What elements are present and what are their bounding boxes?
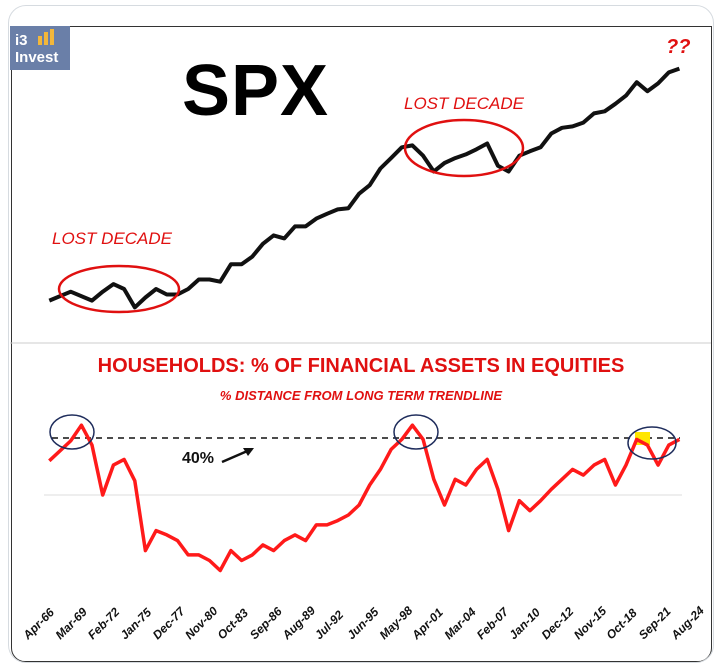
- x-tick-label: Jan-10: [506, 605, 543, 642]
- i3-invest-logo: i3 Invest: [10, 26, 70, 70]
- spx-title: SPX: [182, 51, 330, 131]
- x-tick-label: Jun-95: [344, 605, 381, 642]
- lost-decade-label-1: LOST DECADE: [52, 229, 172, 248]
- spx-line: [48, 66, 681, 310]
- logo-text: i3: [15, 32, 28, 49]
- x-tick-label: Oct-83: [215, 606, 252, 643]
- households-title: HOUSEHOLDS: % OF FINANCIAL ASSETS IN EQU…: [97, 355, 625, 377]
- logo-text: Invest: [15, 49, 59, 66]
- x-tick-label: Dec-12: [539, 604, 577, 642]
- x-tick-label: Feb-07: [474, 604, 512, 642]
- households-subtitle: % DISTANCE FROM LONG TERM TRENDLINE: [219, 388, 503, 403]
- x-tick-label: Jan-75: [117, 605, 154, 642]
- households-line: [48, 423, 681, 573]
- peak-circle: [49, 414, 95, 450]
- x-tick-label: Aug-24: [668, 603, 708, 643]
- x-tick-label: Oct-18: [603, 606, 640, 643]
- x-tick-label: Feb-72: [85, 605, 122, 642]
- x-tick-label: Apr-01: [408, 605, 446, 643]
- chart-frame: [11, 26, 712, 662]
- lost-decade-label-2: LOST DECADE: [404, 94, 524, 113]
- x-tick-label: Nov-80: [182, 604, 220, 642]
- x-tick-label: May-98: [377, 603, 416, 642]
- x-tick-label: Nov-15: [571, 604, 609, 642]
- x-tick-label: Aug-89: [279, 603, 319, 643]
- lost-decade-circle: [57, 264, 181, 314]
- x-tick-label: Sep-86: [247, 604, 285, 642]
- question-marks: ??: [666, 36, 691, 58]
- x-tick-label: Mar-04: [441, 605, 478, 642]
- reference-line-label: 40%: [182, 450, 215, 467]
- lost-decade-circle: [403, 118, 525, 178]
- x-tick-label: Sep-21: [636, 604, 674, 642]
- x-tick-label: Apr-66: [20, 605, 58, 643]
- peak-circle: [393, 414, 439, 450]
- x-tick-label: Mar-69: [53, 605, 90, 642]
- bars-icon: [37, 29, 54, 49]
- peak-circle: [627, 426, 677, 460]
- x-tick-label: Dec-77: [150, 603, 189, 642]
- arrow-icon: [243, 448, 254, 456]
